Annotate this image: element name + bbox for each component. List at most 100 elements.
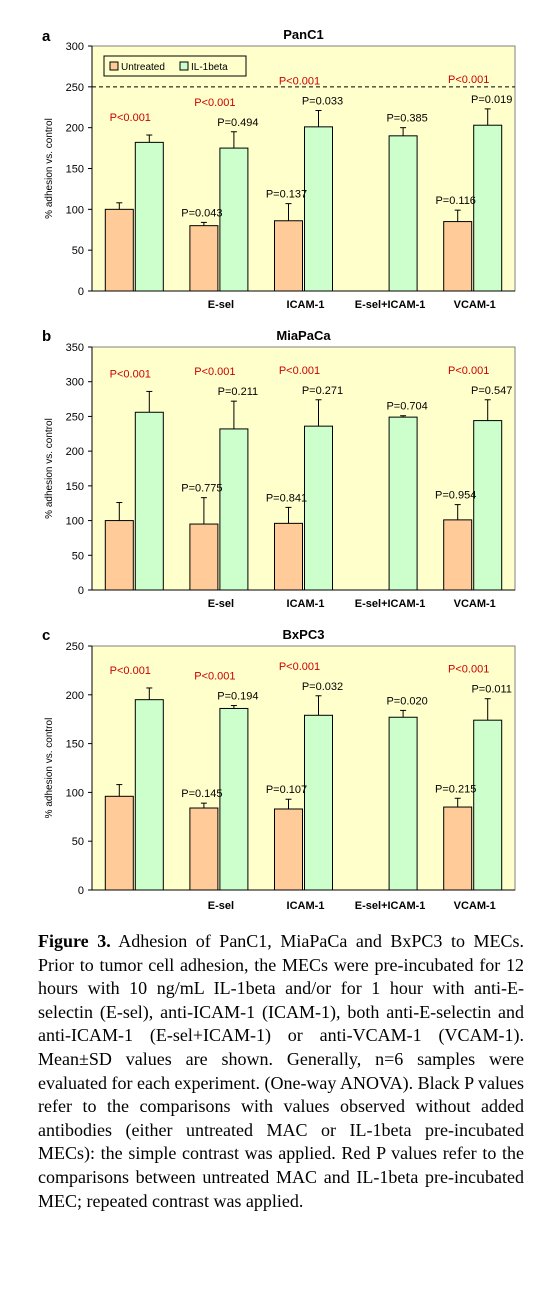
x-tick-label: VCAM-1 — [454, 598, 496, 610]
figure-caption: Figure 3. Adhesion of PanC1, MiaPaCa and… — [38, 930, 524, 1213]
bar-il1beta — [388, 716, 418, 891]
y-tick-label: 300 — [66, 377, 84, 389]
p-value-black: P=0.775 — [181, 483, 222, 495]
bar-il1beta — [134, 699, 164, 891]
x-tick-label: VCAM-1 — [454, 299, 496, 311]
y-tick-label: 300 — [66, 41, 84, 53]
y-tick-label: 200 — [66, 123, 84, 135]
x-tick-label: ICAM-1 — [287, 299, 325, 311]
y-axis-label: % adhesion vs. control — [44, 718, 55, 819]
p-value-black: P=0.020 — [386, 695, 427, 707]
bar-il1beta — [219, 147, 249, 292]
bar-untreated — [189, 225, 219, 292]
y-tick-label: 100 — [66, 516, 84, 528]
p-value-black: P=0.194 — [217, 691, 258, 703]
bar-untreated — [189, 523, 219, 591]
p-value-red: P<0.001 — [279, 661, 320, 673]
x-tick-label: E-sel+ICAM-1 — [355, 299, 426, 311]
bar-il1beta — [219, 707, 249, 891]
bar-il1beta — [134, 411, 164, 591]
y-tick-label: 200 — [66, 690, 84, 702]
legend-swatch-untreated — [109, 61, 119, 71]
p-value-black: P=0.032 — [302, 681, 343, 693]
x-tick-label: ICAM-1 — [287, 900, 325, 912]
p-value-black: P=0.494 — [217, 117, 258, 129]
p-value-red: P<0.001 — [194, 671, 235, 683]
p-value-black: P=0.841 — [266, 492, 307, 504]
panel-letter: a — [42, 28, 51, 45]
y-tick-label: 150 — [66, 164, 84, 176]
y-tick-label: 0 — [78, 885, 84, 897]
bar-il1beta — [304, 425, 333, 591]
x-tick-label: VCAM-1 — [454, 900, 496, 912]
y-tick-label: 200 — [66, 446, 84, 458]
y-tick-label: 100 — [66, 204, 84, 216]
p-value-red: P<0.001 — [448, 74, 489, 86]
bar-untreated — [443, 221, 473, 292]
y-tick-label: 150 — [66, 739, 84, 751]
p-value-red: P<0.001 — [110, 665, 151, 677]
caption-label: Figure 3. — [38, 931, 111, 951]
y-tick-label: 50 — [72, 836, 84, 848]
chart-title: MiaPaCa — [276, 328, 331, 343]
legend-box — [103, 55, 247, 77]
bar-untreated — [443, 519, 473, 591]
p-value-black: P=0.043 — [181, 207, 222, 219]
y-tick-label: 0 — [78, 585, 84, 597]
p-value-black: P=0.215 — [435, 783, 476, 795]
p-value-black: P=0.107 — [266, 784, 307, 796]
y-tick-label: 0 — [78, 286, 84, 298]
y-tick-label: 250 — [66, 82, 84, 94]
y-tick-label: 250 — [66, 411, 84, 423]
panel-letter: c — [42, 627, 50, 644]
p-value-black: P=0.019 — [471, 94, 512, 106]
p-value-black: P=0.547 — [471, 385, 512, 397]
bar-il1beta — [473, 719, 503, 891]
bar-il1beta — [388, 416, 418, 591]
bar-il1beta — [473, 124, 503, 292]
p-value-red: P<0.001 — [448, 365, 489, 377]
p-value-black: P=0.954 — [435, 490, 476, 502]
chart-title: BxPC3 — [283, 627, 325, 642]
x-tick-label: E-sel+ICAM-1 — [355, 900, 426, 912]
p-value-red: P<0.001 — [110, 368, 151, 380]
p-value-red: P<0.001 — [194, 366, 235, 378]
bar-il1beta — [388, 135, 418, 292]
bar-untreated — [274, 220, 303, 292]
y-tick-label: 100 — [66, 787, 84, 799]
figure-charts: a PanC1 0 50 100 150 200 250 300 % adhesion vs. c… — [42, 27, 516, 912]
p-value-black: P=0.211 — [218, 386, 258, 398]
p-value-black: P=0.271 — [302, 385, 343, 397]
legend-swatch-il1beta — [179, 61, 189, 71]
bar-untreated — [104, 795, 134, 891]
chart-title: PanC1 — [283, 27, 323, 42]
p-value-red: P<0.001 — [194, 97, 235, 109]
bar-il1beta — [219, 428, 249, 591]
p-value-black: P=0.116 — [435, 195, 475, 207]
bar-untreated — [443, 806, 473, 891]
p-value-red: P<0.001 — [279, 76, 320, 88]
p-value-black: P=0.033 — [302, 96, 343, 108]
caption-text: Adhesion of PanC1, MiaPaCa and BxPC3 to … — [38, 931, 524, 1211]
legend-label-untreated: Untreated — [121, 62, 165, 73]
y-tick-label: 150 — [66, 481, 84, 493]
p-value-black: P=0.145 — [181, 788, 222, 800]
panel-letter: b — [42, 328, 51, 345]
y-tick-label: 250 — [66, 641, 84, 653]
p-value-black: P=0.137 — [266, 189, 307, 201]
bar-untreated — [274, 522, 303, 591]
bar-il1beta — [304, 126, 333, 292]
x-tick-label: E-sel — [208, 299, 234, 311]
p-value-black: P=0.011 — [471, 684, 511, 696]
p-value-black: P=0.704 — [386, 401, 427, 413]
x-tick-label: E-sel — [208, 598, 234, 610]
y-axis-label: % adhesion vs. control — [44, 118, 55, 219]
p-value-red: P<0.001 — [279, 365, 320, 377]
p-value-black: P=0.385 — [386, 113, 427, 125]
x-tick-label: ICAM-1 — [287, 598, 325, 610]
bar-untreated — [104, 208, 134, 292]
p-value-red: P<0.001 — [448, 664, 489, 676]
y-tick-label: 50 — [72, 245, 84, 257]
legend-label-il1beta: IL-1beta — [191, 62, 228, 73]
y-tick-label: 350 — [66, 342, 84, 354]
